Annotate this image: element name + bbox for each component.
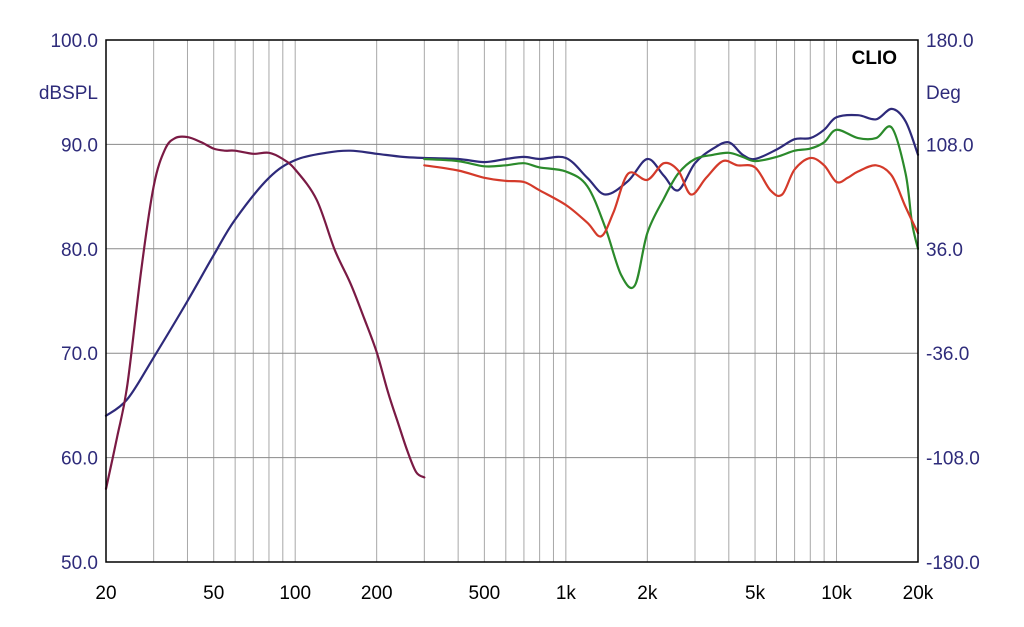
series-line-1 xyxy=(104,107,920,417)
plot-frame xyxy=(105,39,919,563)
x-tick-label: 100 xyxy=(279,583,311,604)
series-line-3 xyxy=(423,156,920,238)
y-tick-label: 80.0 xyxy=(61,240,98,261)
series-layer xyxy=(104,107,920,490)
y-tick-label: 70.0 xyxy=(61,344,98,365)
x-tick-label: 20k xyxy=(903,583,934,604)
series-line-2 xyxy=(423,125,920,290)
x-tick-label: 20 xyxy=(95,583,116,604)
x-tick-label: 5k xyxy=(745,583,766,604)
y2-tick-label: -36.0 xyxy=(926,344,969,365)
x-tick-label: 10k xyxy=(821,583,852,604)
x-tick-label: 200 xyxy=(361,583,393,604)
y-tick-label: 90.0 xyxy=(61,135,98,156)
y-tick-label: 60.0 xyxy=(61,449,98,470)
x-tick-label: 500 xyxy=(469,583,501,604)
y2-tick-label: -108.0 xyxy=(926,449,980,470)
y-tick-label: 100.0 xyxy=(50,31,98,52)
brand-label: CLIO xyxy=(852,48,897,69)
y2-tick-label: 108.0 xyxy=(926,135,974,156)
plot-background xyxy=(106,40,918,562)
y2-tick-label: 180.0 xyxy=(926,31,974,52)
tick-labels: 100.0 90.0 80.0 70.0 60.0 50.0 180.0 108.0 36.0 -… xyxy=(50,31,979,604)
grid xyxy=(106,40,918,562)
series-line-4 xyxy=(104,135,426,490)
x-tick-label: 2k xyxy=(637,583,658,604)
y2-tick-label: -180.0 xyxy=(926,553,980,574)
y2-tick-label: 36.0 xyxy=(926,240,963,261)
y-tick-label: 50.0 xyxy=(61,553,98,574)
x-tick-label: 1k xyxy=(556,583,577,604)
right-axis-unit-label: Deg xyxy=(926,83,961,104)
x-tick-label: 50 xyxy=(203,583,224,604)
left-axis-unit-label: dBSPL xyxy=(39,83,98,104)
